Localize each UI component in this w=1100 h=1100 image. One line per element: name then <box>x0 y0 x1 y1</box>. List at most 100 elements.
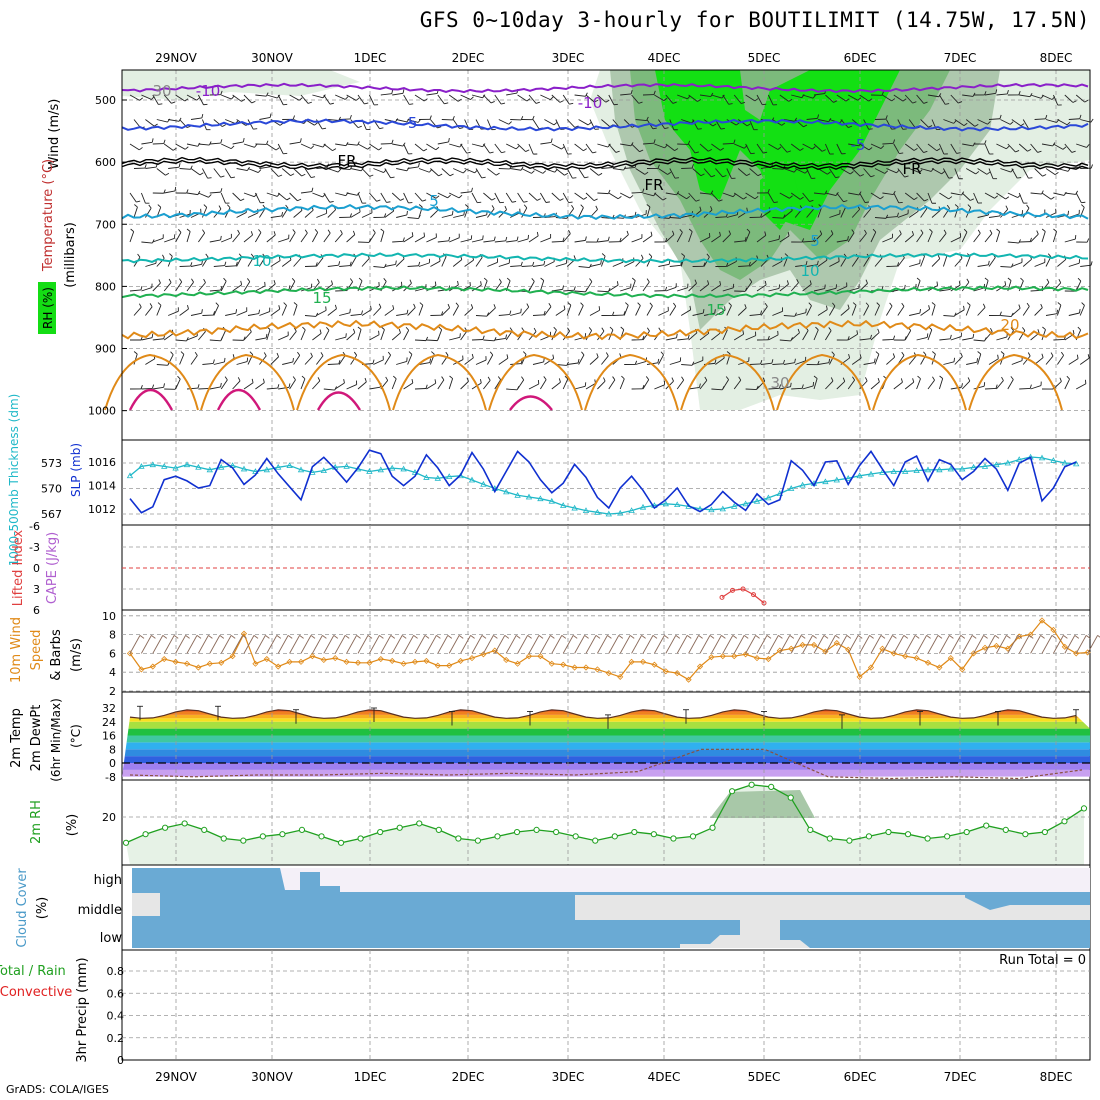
wind-barb-flag <box>620 326 625 330</box>
wind-barb <box>916 232 924 243</box>
wind-barb-flag <box>263 352 267 357</box>
wind-barb-flag <box>1066 375 1070 380</box>
wind-barb-flag <box>615 150 620 153</box>
wind-barb <box>612 261 624 267</box>
wind-barb <box>270 356 279 365</box>
wind-barb-flag <box>1006 89 1009 95</box>
wind-barb <box>566 168 573 179</box>
wind10-speed-point <box>662 668 669 675</box>
wind-barb-flag <box>353 351 358 356</box>
wind-barb <box>141 287 152 292</box>
date-label-bottom: 2DEC <box>452 1070 485 1084</box>
wind-barb <box>323 192 331 203</box>
date-label-top: 8DEC <box>1040 51 1073 65</box>
wind-barb-flag <box>967 204 972 208</box>
wind-barb <box>373 359 384 365</box>
wind-barb <box>897 168 906 178</box>
wind-barb-flag <box>144 164 147 169</box>
wind-barb <box>813 143 823 152</box>
temp-contour <box>121 82 1089 94</box>
contour-label: -10 <box>196 82 221 100</box>
wind-barb-flag <box>920 229 924 234</box>
wind10-barb-flag <box>470 635 475 639</box>
wind-barb-flag <box>833 100 838 103</box>
wind-barb <box>916 192 925 202</box>
wind-barb-flag <box>311 176 316 179</box>
wind-barb <box>255 285 266 292</box>
wind-barb-flag <box>355 97 360 101</box>
wind-barb <box>145 306 153 316</box>
wind-barb-flag <box>1000 351 1005 355</box>
rh2m-tick-label: 20 <box>102 811 116 824</box>
wind-barb <box>1053 339 1065 341</box>
wind-barb-flag <box>1005 205 1009 210</box>
wind-barb <box>942 255 948 267</box>
wind-barb-flag <box>235 261 238 266</box>
wind-barb <box>232 192 241 201</box>
wind-barb-flag <box>746 123 751 127</box>
wind-barb <box>733 379 742 390</box>
wind-barb <box>1052 231 1058 243</box>
wind-barb-flag <box>851 229 855 233</box>
wind-barb <box>601 119 611 127</box>
wind-barb-flag <box>197 142 201 147</box>
rh2m-point <box>357 835 364 842</box>
wind-barb <box>361 309 372 316</box>
li-tick-label: 6 <box>33 604 40 617</box>
wind-barb-flag <box>799 148 804 151</box>
wind10-speed-point <box>537 653 544 660</box>
wind-barb-flag <box>372 229 376 233</box>
wind-barb <box>733 192 744 200</box>
wind-barb <box>1053 192 1065 196</box>
wind-barb-flag <box>912 101 917 104</box>
temp-contour <box>776 353 871 411</box>
wind-barb <box>756 94 763 105</box>
wind-barb <box>1034 262 1045 267</box>
wind-barb <box>255 232 262 243</box>
wind-barb <box>920 208 928 218</box>
wind-barb <box>977 264 989 267</box>
wind-barb <box>277 192 288 201</box>
wind-barb-flag <box>505 334 508 339</box>
wind-barb-flag <box>278 256 281 261</box>
wind-barb-flag <box>220 188 223 193</box>
wind-barb-flag <box>497 376 502 380</box>
wind-barb <box>209 386 221 390</box>
wind-barb-flag <box>558 378 561 383</box>
wind-barb <box>863 168 872 178</box>
wind-barb <box>255 94 267 97</box>
wind-barb-flag <box>892 190 896 195</box>
wind-barb <box>266 234 276 243</box>
pressure-tick-label: 700 <box>95 218 116 231</box>
wind-barb <box>562 378 569 390</box>
wind-barb <box>471 94 483 99</box>
wind-barb-flag <box>864 201 870 204</box>
contour-label: FR <box>337 152 356 170</box>
wind10-barb-flag <box>185 635 190 639</box>
wind-barb <box>293 210 303 218</box>
wind-barb <box>996 380 1004 390</box>
wind-barb <box>437 141 449 145</box>
wind-barb <box>817 206 823 218</box>
wind-barb-flag <box>664 237 668 243</box>
wind-barb <box>635 361 647 365</box>
wind-barb <box>874 217 887 219</box>
wind-barb <box>414 236 425 243</box>
wind10-barb-flag <box>310 635 316 639</box>
wind-barb <box>532 361 544 365</box>
wind10-speed-point <box>902 653 909 660</box>
wind-barb <box>847 94 859 101</box>
wind-barb-flag <box>812 146 816 150</box>
wind-barb <box>140 192 146 204</box>
wind-barb-flag <box>592 151 597 154</box>
wind-barb <box>339 265 351 267</box>
wind10-speed-point <box>993 642 1000 649</box>
wind-barb-flag <box>672 230 675 235</box>
wind-barb <box>179 168 191 170</box>
wind-barb <box>528 281 535 292</box>
cloud-low-clear <box>680 920 810 948</box>
wind-barb-flag <box>567 327 571 332</box>
rh2m-point <box>689 833 697 840</box>
wind-barb-flag <box>338 261 341 266</box>
wind-barb-flag <box>320 352 324 356</box>
